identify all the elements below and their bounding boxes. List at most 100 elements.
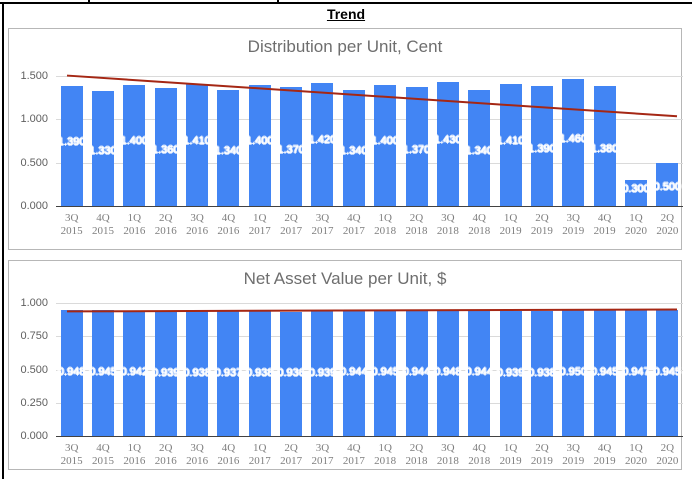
bar-value-label: 0.938 (183, 366, 211, 379)
bar-value-label: 0.944 (402, 366, 431, 379)
bar-4Q-2016 (217, 311, 240, 436)
bar-value-label: 1.360 (151, 144, 180, 157)
bar-1Q-2020 (624, 179, 647, 206)
bar-2Q-2020 (656, 162, 679, 206)
x-tick-label: 2Q 2019 (530, 212, 553, 237)
bar-3Q-2017 (311, 311, 334, 436)
x-tick-label: 2Q 2020 (656, 442, 679, 467)
bar-4Q-2019 (593, 310, 616, 436)
bar-4Q-2018 (468, 89, 491, 206)
bar-1Q-2019 (499, 311, 522, 436)
bar-value-label: 0.300 (622, 182, 650, 195)
bar-value-label: 0.950 (559, 365, 588, 378)
x-tick-label: 3Q 2019 (562, 442, 585, 467)
bar-value-label: 1.340 (340, 144, 368, 157)
x-tick-label: 3Q 2016 (186, 442, 209, 467)
x-tick-label: 1Q 2016 (123, 212, 146, 237)
x-tick-label: 1Q 2018 (374, 442, 397, 467)
bar-value-label: 0.945 (371, 366, 399, 379)
bar-4Q-2017 (342, 89, 365, 206)
bar-value-label: 1.430 (434, 134, 462, 147)
bar-4Q-2018 (468, 310, 491, 436)
bar-3Q-2018 (436, 309, 459, 436)
bar-value-label: 0.938 (246, 366, 274, 379)
nav-chart-panel: Net Asset Value per Unit, $ 0.000 0.250 0.… (8, 260, 683, 470)
bar-value-label: 0.936 (277, 366, 305, 379)
y-tick-label: 0.000 (20, 200, 48, 212)
bar-value-label: 0.939 (496, 366, 525, 379)
bar-value-label: 0.945 (653, 366, 682, 379)
sheet-border-left (2, 2, 4, 479)
distribution-chart-panel: Distribution per Unit, Cent 0.000 0.500 1.… (8, 28, 683, 250)
y-tick-label: 0.000 (20, 430, 48, 442)
bar-2Q-2017 (280, 311, 303, 436)
x-tick-label: 1Q 2019 (499, 212, 522, 237)
bar-value-label: 1.400 (246, 135, 274, 148)
x-tick-label: 3Q 2018 (436, 212, 459, 237)
x-tick-label: 3Q 2017 (311, 212, 334, 237)
bar-value-label: 1.330 (89, 145, 117, 158)
y-tick-label: 0.250 (20, 396, 48, 409)
x-tick-label: 1Q 2017 (248, 212, 271, 237)
bar-2Q-2016 (154, 311, 177, 436)
x-tick-label: 4Q 2016 (217, 212, 240, 237)
bar-value-label: 0.945 (89, 366, 117, 379)
bar-3Q-2019 (562, 309, 585, 436)
bar-value-label: 0.948 (57, 365, 86, 378)
x-tick-label: 1Q 2020 (624, 442, 647, 467)
bar-3Q-2015 (60, 309, 83, 436)
bar-value-label: 1.390 (57, 135, 86, 148)
bar-value-label: 1.390 (528, 142, 556, 155)
bar-value-label: 1.460 (559, 132, 588, 145)
bar-4Q-2015 (92, 310, 115, 436)
x-tick-label: 4Q 2017 (342, 212, 365, 237)
gridline (56, 75, 683, 77)
x-axis-baseline (56, 436, 683, 437)
x-tick-label: 4Q 2015 (92, 212, 115, 237)
bar-value-label: 0.948 (434, 365, 462, 378)
bar-1Q-2016 (123, 310, 146, 436)
x-tick-label: 2Q 2019 (530, 442, 553, 467)
bar-value-label: 0.937 (214, 366, 243, 379)
gridline (56, 119, 683, 121)
bar-value-label: 0.500 (653, 181, 682, 194)
bar-value-label: 0.938 (528, 366, 556, 379)
x-tick-label: 2Q 2017 (280, 212, 303, 237)
gridline (56, 402, 683, 404)
x-tick-label: 3Q 2016 (186, 212, 209, 237)
bar-value-label: 1.400 (120, 135, 149, 148)
x-tick-label: 4Q 2018 (468, 442, 491, 467)
x-tick-label: 1Q 2019 (499, 442, 522, 467)
x-tick-label: 4Q 2016 (217, 442, 240, 467)
bar-2Q-2018 (405, 310, 428, 436)
y-tick-label: 0.750 (20, 330, 48, 343)
bar-3Q-2016 (186, 311, 209, 436)
sheet-border-top (0, 2, 692, 4)
chart-title: Distribution per Unit, Cent (247, 37, 443, 56)
x-tick-label: 1Q 2020 (624, 212, 647, 237)
x-tick-label: 2Q 2018 (405, 212, 428, 237)
x-tick-label: 3Q 2019 (562, 212, 585, 237)
y-tick-label: 0.500 (20, 363, 48, 376)
x-tick-label: 4Q 2019 (593, 442, 616, 467)
bar-value-label: 1.400 (371, 135, 399, 148)
x-axis-baseline (56, 206, 683, 207)
bar-value-label: 1.410 (496, 134, 525, 147)
bar-1Q-2017 (248, 311, 271, 436)
x-tick-label: 3Q 2018 (436, 442, 459, 467)
chart-title: Net Asset Value per Unit, $ (243, 269, 447, 288)
bar-4Q-2017 (342, 310, 365, 436)
y-tick-label: 0.500 (20, 156, 48, 169)
cell-gridline-tick (88, 0, 90, 3)
x-tick-label: 2Q 2016 (154, 442, 177, 467)
bar-value-label: 1.420 (308, 134, 337, 147)
bar-2Q-2019 (530, 311, 553, 436)
bar-1Q-2020 (624, 310, 647, 436)
bar-4Q-2016 (217, 89, 240, 206)
x-tick-label: 2Q 2018 (405, 442, 428, 467)
x-tick-label: 2Q 2020 (656, 212, 679, 237)
bar-value-label: 1.370 (402, 143, 431, 156)
bar-value-label: 1.410 (183, 134, 211, 147)
x-tick-label: 3Q 2015 (60, 212, 83, 237)
